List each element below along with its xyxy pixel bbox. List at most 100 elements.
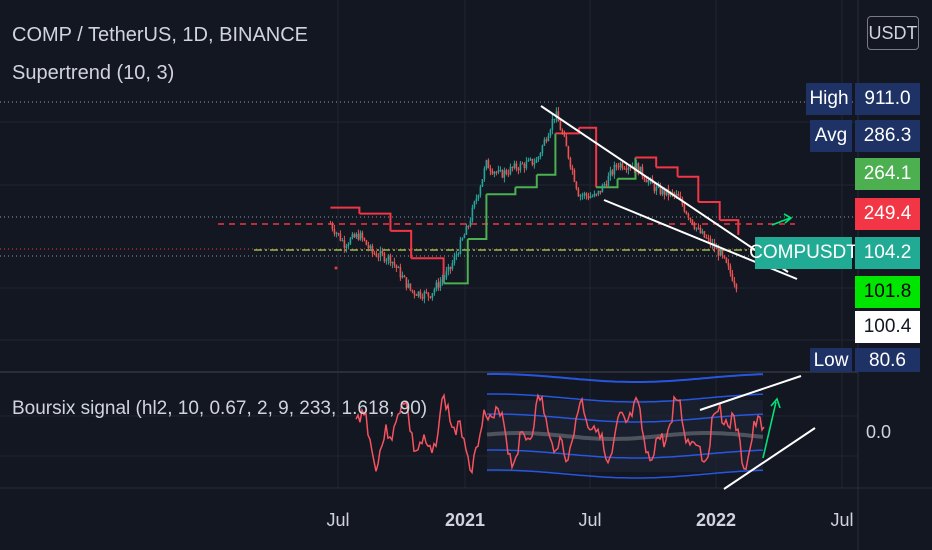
candle-body xyxy=(705,237,708,239)
candle-body xyxy=(365,240,368,246)
candle-body xyxy=(511,166,514,168)
candle-body xyxy=(461,238,464,241)
candle-body xyxy=(557,111,560,122)
candle-body xyxy=(695,227,698,229)
candle-body xyxy=(597,190,600,195)
candle-body xyxy=(403,275,406,278)
supertrend-segment xyxy=(677,175,700,203)
osc-up-arrow[interactable] xyxy=(762,397,781,459)
candle-body xyxy=(485,160,488,169)
candle-body xyxy=(395,264,398,268)
candle-body xyxy=(407,283,410,288)
supertrend-line xyxy=(330,126,740,285)
candle-body xyxy=(405,277,408,288)
candle-body xyxy=(559,121,562,131)
candle-body xyxy=(351,234,354,239)
candle-body xyxy=(357,233,360,240)
candle-body xyxy=(349,238,352,245)
candle-body xyxy=(601,185,604,193)
symbol-title[interactable]: COMP / TetherUS, 1D, BINANCE xyxy=(12,24,309,46)
supertrend-segment xyxy=(719,219,740,235)
candle-body xyxy=(587,195,590,199)
osc-lower-trendline[interactable] xyxy=(723,427,816,490)
price-candles xyxy=(329,107,738,304)
oscillator-band xyxy=(486,413,764,423)
candle-body xyxy=(609,170,612,177)
supertrend-segment xyxy=(359,212,392,231)
candle-body xyxy=(613,164,616,175)
candle-body xyxy=(577,188,580,197)
candle-body xyxy=(645,179,648,183)
supertrend-segment xyxy=(411,257,445,284)
candle-body xyxy=(399,267,402,278)
candle-body xyxy=(451,263,454,269)
candle-body xyxy=(541,145,544,154)
candle-body xyxy=(507,173,510,175)
candle-body xyxy=(523,164,526,169)
candle-body xyxy=(533,162,536,165)
candle-body xyxy=(455,254,458,257)
candle-body xyxy=(639,166,642,174)
supertrend-value-tag: 264.1 xyxy=(855,158,920,190)
supertrend-segment xyxy=(617,157,637,180)
currency-button[interactable]: USDT xyxy=(867,16,919,50)
candle-body xyxy=(687,213,690,218)
supertrend-indicator-title[interactable]: Supertrend (10, 3) xyxy=(12,62,175,84)
candle-body xyxy=(595,193,598,195)
candle-body xyxy=(677,193,680,197)
x-label-2022: 2022 xyxy=(695,510,737,530)
candle-body xyxy=(635,163,638,170)
candle-body xyxy=(565,136,568,147)
oscillator-line xyxy=(355,392,765,475)
candle-body xyxy=(621,163,624,169)
candle-body xyxy=(611,170,614,175)
candle-body xyxy=(725,257,728,263)
candle-body xyxy=(517,168,520,171)
candle-body xyxy=(401,275,404,278)
candle-body xyxy=(355,233,358,238)
boursix-indicator-title[interactable]: Boursix signal (hl2, 10, 0.67, 2, 9, 233… xyxy=(12,398,428,419)
symbol-label-tag: COMPUSDT xyxy=(749,237,858,269)
candle-body xyxy=(391,261,394,264)
candle-body xyxy=(549,129,552,136)
x-label-jul-2020: Jul xyxy=(326,510,350,530)
candle-body xyxy=(529,158,532,160)
candle-body xyxy=(525,161,528,169)
resistance-value-tag: 249.4 xyxy=(855,198,920,230)
candle-body xyxy=(729,266,732,274)
candle-body xyxy=(527,159,530,162)
candle-body xyxy=(491,170,494,174)
candle-body xyxy=(333,228,336,234)
supertrend-segment xyxy=(635,156,658,168)
candle-body xyxy=(443,277,446,280)
candle-body xyxy=(353,234,356,238)
candle-body xyxy=(379,250,382,257)
candle-body xyxy=(347,244,350,246)
candle-body xyxy=(699,227,702,234)
wedge-upper-trendline[interactable] xyxy=(540,105,789,273)
candle-body xyxy=(439,281,442,288)
breakout-arrow[interactable] xyxy=(771,213,793,226)
close-value-tag: 100.4 xyxy=(855,311,920,343)
candle-body xyxy=(703,231,706,238)
candle-body xyxy=(339,233,342,241)
candle-body xyxy=(575,181,578,189)
candle-body xyxy=(411,289,414,292)
osc-upper-trendline[interactable] xyxy=(699,375,802,411)
candle-body xyxy=(563,133,566,137)
candle-body xyxy=(473,201,476,208)
candle-body xyxy=(489,168,492,171)
candle-body xyxy=(373,252,376,255)
candle-body xyxy=(483,168,486,180)
candle-body xyxy=(417,291,420,296)
candle-body xyxy=(625,168,628,170)
candle-body xyxy=(479,186,482,196)
candle-body xyxy=(413,291,416,295)
supertrend-segment xyxy=(330,206,361,214)
candle-body xyxy=(585,193,588,196)
candle-body xyxy=(537,156,540,160)
candle-body xyxy=(389,255,392,264)
candle-body xyxy=(521,163,524,165)
